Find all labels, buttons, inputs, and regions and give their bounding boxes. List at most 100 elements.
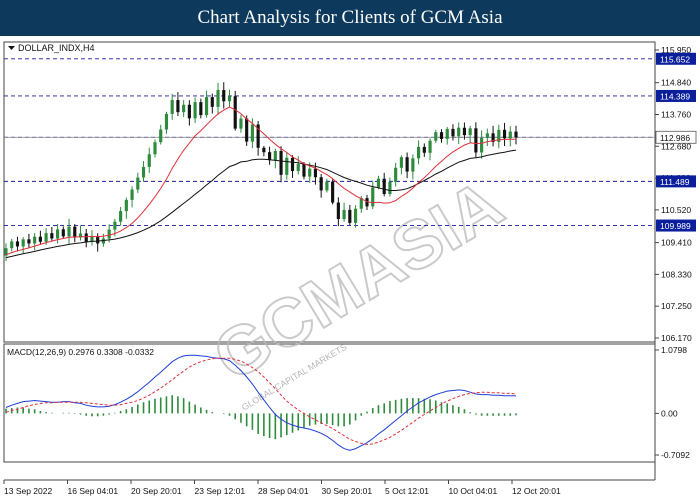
- candle: [204, 97, 209, 116]
- candle: [491, 133, 495, 142]
- current-price-tag: [655, 130, 697, 144]
- candle: [302, 163, 306, 177]
- price-tick-label: 107.250: [661, 301, 692, 311]
- candle: [50, 233, 54, 239]
- price-tick-label: 112.680: [661, 141, 691, 151]
- candle: [176, 100, 180, 113]
- time-tick-label: 10 Oct 04:01: [449, 486, 498, 496]
- candle: [497, 129, 501, 142]
- candle: [141, 166, 146, 178]
- candle: [296, 163, 300, 172]
- candle: [164, 113, 169, 130]
- candle: [27, 239, 31, 244]
- candle: [445, 128, 449, 139]
- time-tick-label: 28 Sep 04:01: [258, 486, 309, 496]
- candle: [382, 178, 386, 194]
- macd-label: MACD(12,26,9) 0.2976 0.3308 -0.0332: [7, 347, 154, 357]
- macd-tick-label: -0.7092: [661, 450, 690, 460]
- candle: [210, 97, 214, 107]
- candle: [480, 138, 484, 153]
- time-tick-label: 30 Sep 20:01: [322, 486, 373, 496]
- candle: [308, 168, 312, 177]
- candle: [428, 140, 432, 153]
- candle: [273, 151, 277, 161]
- candle: [107, 229, 111, 239]
- candle: [227, 96, 232, 102]
- candle: [468, 128, 472, 136]
- candle: [10, 241, 14, 249]
- candle: [136, 177, 140, 190]
- candle: [216, 90, 220, 107]
- candle: [331, 181, 335, 203]
- candle: [153, 142, 157, 155]
- chart-menu-triangle-icon[interactable]: [8, 46, 15, 50]
- level-price-label: 114.389: [660, 91, 690, 101]
- candle: [279, 151, 283, 175]
- candle: [119, 211, 123, 222]
- price-tick-label: 110.520: [661, 205, 691, 215]
- price-tick-label: 108.330: [661, 269, 692, 279]
- candle: [130, 189, 134, 200]
- candle: [457, 127, 461, 137]
- fast-ma-line: [5, 106, 516, 256]
- candle: [417, 146, 421, 159]
- symbol-label: DOLLAR_INDX,H4: [18, 43, 95, 53]
- candle: [96, 236, 100, 244]
- candle: [245, 118, 249, 142]
- time-tick-label: 23 Sep 12:01: [195, 486, 246, 496]
- candle: [113, 221, 117, 230]
- price-tick-label: 106.170: [661, 333, 692, 343]
- candle: [262, 147, 266, 153]
- candle: [508, 131, 512, 139]
- candle: [434, 132, 438, 141]
- candle: [124, 199, 128, 212]
- candle: [222, 90, 226, 102]
- candle: [38, 236, 42, 242]
- candle: [388, 181, 392, 194]
- macd-line: [5, 354, 517, 451]
- candle: [405, 157, 409, 172]
- candle: [514, 131, 518, 138]
- candle: [462, 127, 467, 136]
- candle: [44, 233, 48, 242]
- candle: [336, 202, 340, 220]
- candle: [342, 209, 346, 220]
- candle: [451, 128, 455, 137]
- macd-panel: [3, 343, 656, 463]
- price-panel: [3, 41, 656, 343]
- price-tick-label: 109.410: [661, 238, 692, 248]
- candle: [199, 102, 203, 116]
- candle: [411, 158, 415, 172]
- candle: [67, 226, 71, 237]
- level-price-label: 115.652: [660, 54, 690, 64]
- candle: [15, 241, 20, 247]
- axis-layer: 115.950114.840113.760112.680111.600110.5…: [3, 45, 697, 496]
- candle: [73, 226, 77, 238]
- candle: [55, 229, 60, 239]
- candle: [256, 124, 260, 148]
- candle: [159, 129, 163, 143]
- candle: [399, 157, 403, 168]
- time-tick-label: 20 Sep 20:01: [131, 486, 182, 496]
- time-tick-label: 5 Oct 12:01: [385, 486, 429, 496]
- macd-tick-label: 1.0798: [661, 345, 687, 355]
- candle: [239, 118, 243, 129]
- candle: [376, 178, 381, 188]
- candle: [61, 229, 65, 237]
- candle: [78, 233, 83, 238]
- level-price-label: 109.989: [660, 221, 691, 231]
- page-title: Chart Analysis for Clients of GCM Asia: [0, 0, 700, 36]
- candle: [250, 124, 254, 142]
- candle: [502, 129, 507, 139]
- time-tick-label: 16 Sep 04:01: [68, 486, 119, 496]
- price-tick-label: 114.840: [661, 78, 691, 88]
- candle: [348, 209, 352, 223]
- macd-signal-line: [5, 357, 517, 446]
- candle: [474, 128, 478, 153]
- slow-ma-line: [5, 149, 517, 259]
- candle: [285, 157, 289, 175]
- price-tick-label: 113.760: [661, 109, 691, 119]
- candle: [394, 167, 398, 182]
- candle: [33, 236, 37, 244]
- candle: [233, 96, 237, 129]
